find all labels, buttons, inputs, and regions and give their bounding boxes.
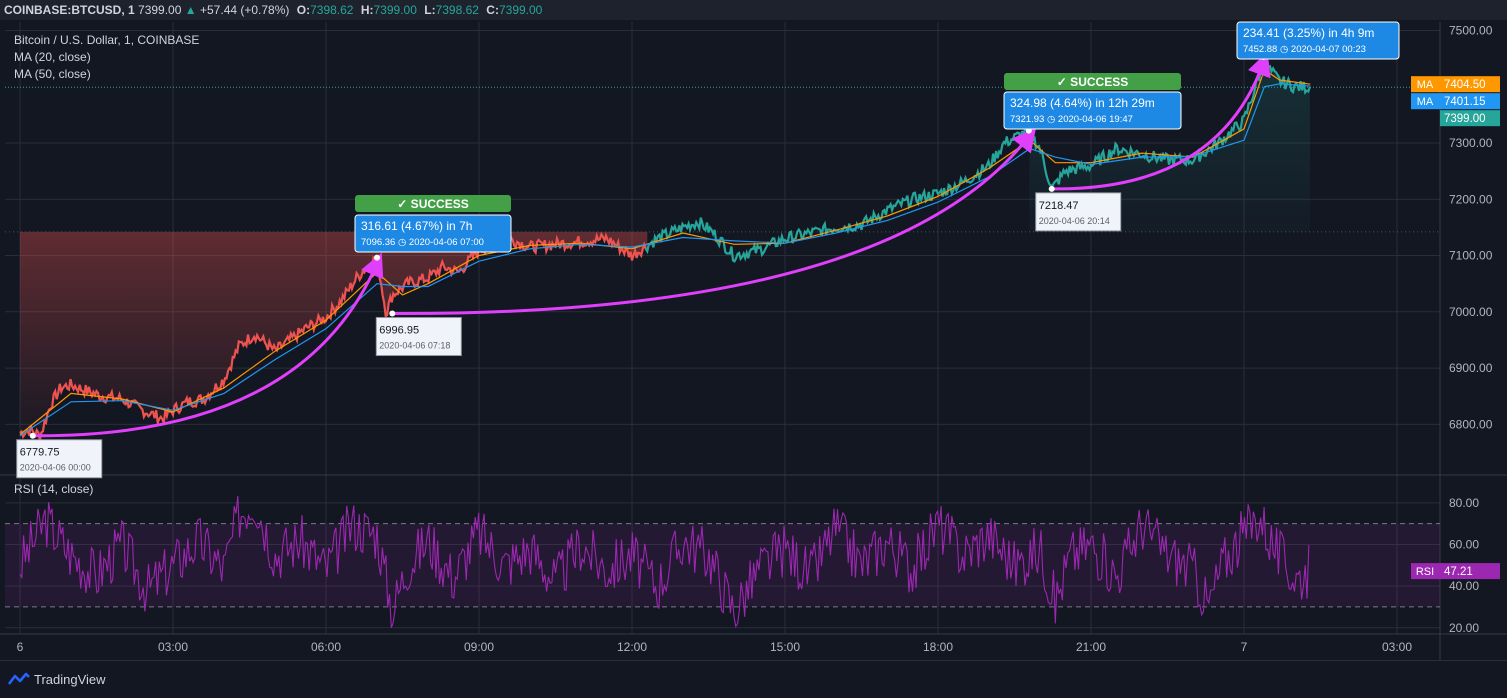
low-value: 7398.62	[435, 3, 479, 17]
low-point-1	[389, 310, 396, 317]
rsi-band	[5, 523, 1440, 607]
x-tick-label-4: 12:00	[617, 640, 647, 654]
signal-callout-text-0: 316.61 (4.67%) in 7h	[361, 219, 472, 233]
x-tick-label-0: 6	[17, 640, 24, 654]
y-tick-label-1: 6900.00	[1449, 361, 1493, 375]
close-value: 7399.00	[498, 3, 543, 17]
low-label-value-1: 6996.95	[379, 325, 419, 337]
x-tick-label-5: 15:00	[770, 640, 800, 654]
price-tag-value-1: 7401.15	[1444, 96, 1486, 108]
signal-point-0	[374, 254, 380, 261]
price-chart[interactable]: 6800.00 6900.00 7000.00 7100.00 7200.00 7300.…	[0, 0, 1507, 660]
success-badge-label-0: ✓ SUCCESS	[397, 197, 468, 211]
signal-callout-date-1: 7321.93 ◷ 2020-04-06 19:47	[1010, 114, 1133, 125]
signal-arc-0	[32, 252, 384, 438]
symbol-name[interactable]: COINBASE:BTCUSD, 1	[4, 3, 135, 17]
y-tick-label-4: 7200.00	[1449, 192, 1493, 206]
high-label: H:	[360, 3, 374, 17]
price-tag-label-0: MA	[1417, 79, 1434, 91]
rsi-tag-label-bg	[1411, 563, 1440, 580]
rsi-tick-label-1: 60.00	[1449, 537, 1479, 551]
rsi-tag-label: RSI	[1416, 566, 1434, 578]
y-tick-label-3: 7100.00	[1449, 249, 1493, 263]
low-label-value-0: 6779.75	[20, 447, 60, 459]
open-value: 7398.62	[310, 3, 354, 17]
price-tag-bg-1	[1440, 93, 1500, 110]
y-tick-label-6: 7500.00	[1449, 23, 1493, 37]
branding-name: TradingView	[34, 671, 106, 687]
y-tick-label-2: 7000.00	[1449, 305, 1493, 319]
price-tag-label-bg-1	[1411, 93, 1440, 110]
low-label-date-1: 2020-04-06 07:18	[379, 341, 450, 351]
signal-callout-text-1: 324.98 (4.64%) in 12h 29m	[1010, 96, 1155, 110]
rsi-line	[19, 495, 1310, 628]
low-label-box-0	[16, 439, 103, 479]
open-label: O:	[296, 3, 311, 17]
chart-legend-title[interactable]: Bitcoin / U.S. Dollar, 1, COINBASE	[14, 33, 200, 47]
success-badge-label-1: ✓ SUCCESS	[1057, 75, 1128, 89]
price-tag-label-bg-0	[1411, 76, 1440, 93]
close-label: C:	[486, 3, 499, 17]
legend-rsi[interactable]: RSI (14, close)	[14, 482, 94, 496]
signal-callout-date-2: 7452.88 ◷ 2020-04-07 00:23	[1243, 44, 1366, 55]
legend-ma50[interactable]: MA (50, close)	[14, 67, 91, 81]
y-tick-label-5: 7300.00	[1449, 136, 1493, 150]
symbol-header: COINBASE:BTCUSD, 1 7399.00 ▲ +57.44 (+0.…	[0, 0, 1507, 20]
price-area-green	[1028, 58, 1311, 232]
signal-arc-2	[1051, 51, 1271, 191]
low-label-value-2: 7218.47	[1039, 200, 1079, 212]
price-tag-value-2: 7399.00	[1444, 113, 1486, 125]
price-line-up	[644, 55, 1311, 263]
x-tick-label-2: 06:00	[311, 640, 341, 654]
low-point-2	[1048, 185, 1055, 192]
rsi-tag-bg	[1440, 563, 1500, 580]
low-label: L:	[424, 3, 436, 17]
x-tick-label-7: 21:00	[1076, 640, 1106, 654]
x-tick-label-9: 03:00	[1382, 640, 1412, 654]
signal-callout-0	[354, 214, 512, 253]
branding[interactable]: TradingView	[8, 671, 106, 687]
low-label-box-2	[1035, 192, 1122, 232]
rsi-tag-value: 47.21	[1444, 566, 1473, 578]
success-badge-1	[1004, 73, 1181, 90]
rsi-tick-label-2: 40.00	[1449, 579, 1479, 593]
rsi-tick-label-0: 80.00	[1449, 496, 1479, 510]
bottom-bar	[0, 660, 1507, 698]
ma-line-50	[19, 83, 1311, 437]
low-label-box-1	[375, 317, 462, 357]
tradingview-logo-icon	[8, 672, 30, 685]
x-tick-label-8: 7	[1241, 640, 1248, 654]
price-tag-label-1: MA	[1417, 96, 1434, 108]
success-badge-0	[355, 195, 511, 212]
price-tag-bg-0	[1440, 76, 1500, 93]
rsi-tick-label-3: 20.00	[1449, 621, 1479, 635]
price-tag-value-0: 7404.50	[1444, 79, 1486, 91]
low-label-date-2: 2020-04-06 20:14	[1039, 216, 1110, 226]
low-point-0	[29, 432, 36, 439]
signal-callout-text-2: 234.41 (3.25%) in 4h 9m	[1243, 26, 1374, 40]
change-arrow-icon: ▲	[184, 3, 197, 17]
x-tick-label-6: 18:00	[923, 640, 953, 654]
signal-callout-date-0: 7096.36 ◷ 2020-04-06 07:00	[361, 237, 484, 248]
low-label-date-0: 2020-04-06 00:00	[20, 463, 91, 473]
price-line-down	[19, 231, 649, 441]
signal-callout-2	[1236, 21, 1400, 60]
y-tick-label-0: 6800.00	[1449, 417, 1493, 431]
x-tick-label-3: 09:00	[464, 640, 494, 654]
price-change: +57.44 (+0.78%)	[200, 3, 290, 17]
legend-ma20[interactable]: MA (20, close)	[14, 50, 91, 64]
high-value: 7399.00	[373, 3, 417, 17]
price-tag-bg-2	[1440, 110, 1500, 127]
signal-arc-1	[392, 127, 1037, 316]
signal-callout-1	[1003, 91, 1182, 130]
last-price: 7399.00	[138, 3, 182, 17]
price-area-red	[20, 231, 648, 441]
x-tick-label-1: 03:00	[158, 640, 188, 654]
